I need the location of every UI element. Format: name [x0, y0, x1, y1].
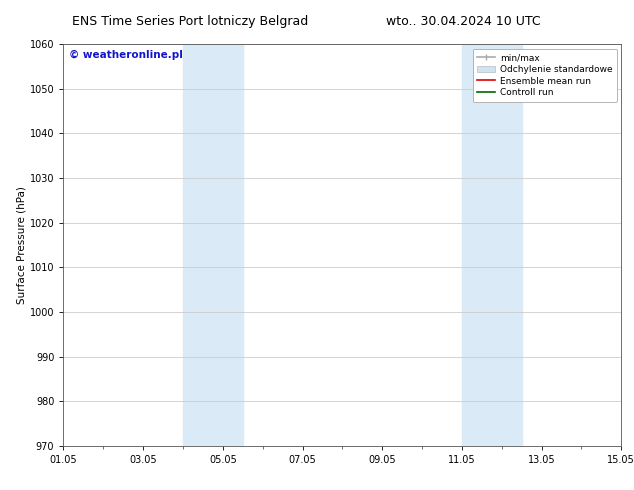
- Text: ENS Time Series Port lotniczy Belgrad: ENS Time Series Port lotniczy Belgrad: [72, 15, 308, 28]
- Legend: min/max, Odchylenie standardowe, Ensemble mean run, Controll run: min/max, Odchylenie standardowe, Ensembl…: [472, 49, 617, 102]
- Bar: [462, 44, 522, 446]
- Text: wto.. 30.04.2024 10 UTC: wto.. 30.04.2024 10 UTC: [385, 15, 540, 28]
- Bar: [183, 44, 243, 446]
- Text: © weatheronline.pl: © weatheronline.pl: [69, 50, 183, 60]
- Y-axis label: Surface Pressure (hPa): Surface Pressure (hPa): [17, 186, 27, 304]
